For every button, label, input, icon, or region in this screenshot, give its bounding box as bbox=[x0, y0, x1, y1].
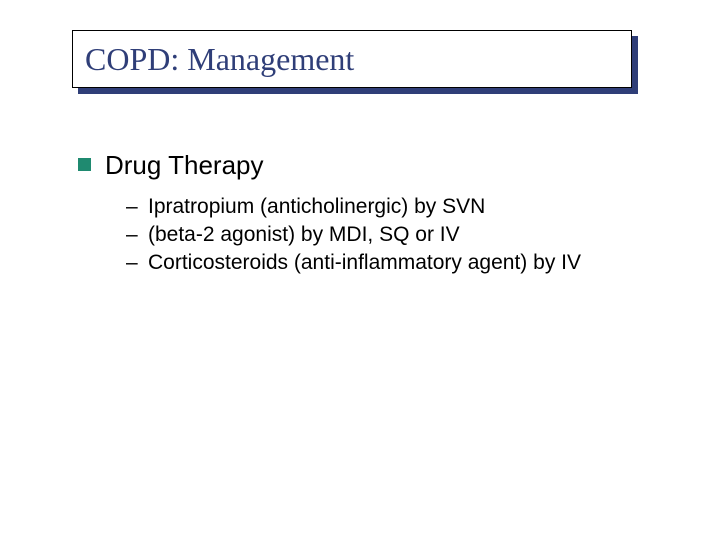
slide-title: COPD: Management bbox=[85, 41, 354, 78]
level1-text: Drug Therapy bbox=[105, 150, 264, 181]
content-area: Drug Therapy – Ipratropium (anticholiner… bbox=[78, 150, 638, 279]
dash-bullet-icon: – bbox=[126, 251, 140, 275]
level2-text: Corticosteroids (anti-inflammatory agent… bbox=[148, 251, 581, 275]
bullet-level1: Drug Therapy bbox=[78, 150, 638, 181]
square-bullet-icon bbox=[78, 158, 91, 171]
bullet-level2: – Corticosteroids (anti-inflammatory age… bbox=[126, 251, 638, 275]
title-container: COPD: Management bbox=[72, 30, 632, 88]
level2-text: Ipratropium (anticholinergic) by SVN bbox=[148, 195, 485, 219]
bullet-level2: – Ipratropium (anticholinergic) by SVN bbox=[126, 195, 638, 219]
level2-group: – Ipratropium (anticholinergic) by SVN –… bbox=[126, 195, 638, 275]
dash-bullet-icon: – bbox=[126, 195, 140, 219]
title-box: COPD: Management bbox=[72, 30, 632, 88]
bullet-level2: – (beta-2 agonist) by MDI, SQ or IV bbox=[126, 223, 638, 247]
slide: COPD: Management Drug Therapy – Ipratrop… bbox=[0, 0, 720, 540]
level2-text: (beta-2 agonist) by MDI, SQ or IV bbox=[148, 223, 460, 247]
dash-bullet-icon: – bbox=[126, 223, 140, 247]
